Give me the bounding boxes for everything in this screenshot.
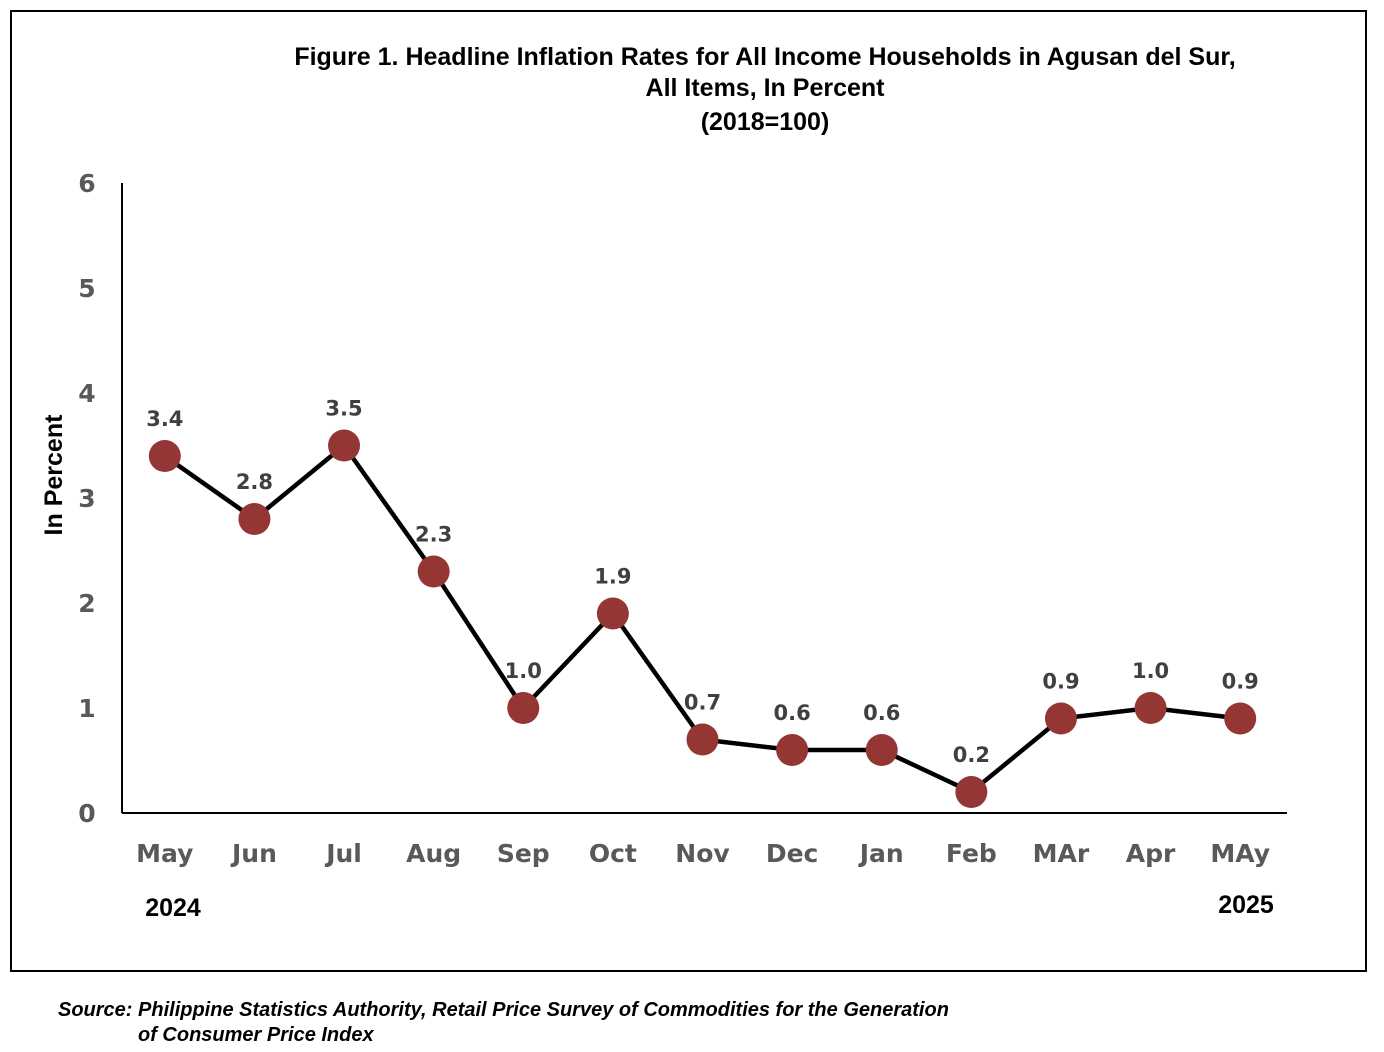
data-point [1224,703,1256,735]
data-point [687,724,719,756]
data-point [955,776,987,808]
data-label: 0.6 [863,701,900,725]
data-label: 0.2 [953,743,990,767]
data-point [1045,703,1077,735]
data-point [418,556,450,588]
data-label: 2.8 [236,470,273,494]
data-labels: 3.4 2.8 3.5 2.3 1.0 1.9 0.7 0.6 0.6 0.2 0.9 1.0 0.9 [146,397,1259,768]
y-tick-label: 2 [78,589,95,618]
x-tick-label: MAy [1210,839,1270,868]
x-tick-label: Jan [858,839,904,868]
y-tick-label: 3 [78,484,95,513]
line-chart: 0 1 2 3 4 5 6 May Jun Jul Aug Sep Oct Nov Dec Jan Feb MA… [0,0,1384,1052]
source-note: Source: Philippine Statistics Authority,… [58,998,949,1048]
y-tick-label: 6 [78,169,95,198]
data-point [328,430,360,462]
data-point [238,503,270,535]
data-label: 0.7 [684,691,721,715]
y-axis-label: In Percent [40,414,68,536]
data-point [1135,692,1167,724]
x-tick-label: Feb [946,839,997,868]
data-point [597,598,629,630]
x-tick-label: Sep [497,839,550,868]
x-tick-label: MAr [1033,839,1090,868]
x-tick-label: Nov [675,839,729,868]
year-label-start: 2024 [145,894,201,922]
x-tick-labels: May Jun Jul Aug Sep Oct Nov Dec Jan Feb MAr Apr MAy [136,839,1270,868]
x-tick-label: Dec [766,839,819,868]
x-tick-label: Aug [406,839,461,868]
x-tick-label: Jul [324,839,362,868]
data-label: 1.9 [594,565,631,589]
y-tick-label: 4 [78,379,95,408]
x-tick-label: Jun [230,839,277,868]
source-line-2: of Consumer Price Index [58,1023,949,1048]
data-label: 2.3 [415,523,452,547]
y-tick-label: 1 [78,694,95,723]
data-label: 3.4 [146,407,183,431]
x-tick-label: Apr [1126,839,1176,868]
year-labels: 2024 2025 [145,891,1274,922]
data-label: 3.5 [325,397,362,421]
x-tick-label: Oct [589,839,637,868]
chart-axes [122,183,1287,813]
data-point [776,734,808,766]
data-point [866,734,898,766]
data-label: 1.0 [505,659,542,683]
data-point [507,692,539,724]
data-point [149,440,181,472]
data-label: 0.9 [1042,670,1079,694]
data-label: 1.0 [1132,659,1169,683]
x-tick-label: May [136,839,193,868]
source-line-1: Source: Philippine Statistics Authority,… [58,999,949,1021]
y-tick-labels: 0 1 2 3 4 5 6 [78,169,95,828]
data-label: 0.9 [1222,670,1259,694]
data-label: 0.6 [774,701,811,725]
y-tick-label: 5 [78,274,95,303]
y-tick-label: 0 [78,799,95,828]
year-label-end: 2025 [1218,891,1274,919]
series-markers [149,430,1256,809]
